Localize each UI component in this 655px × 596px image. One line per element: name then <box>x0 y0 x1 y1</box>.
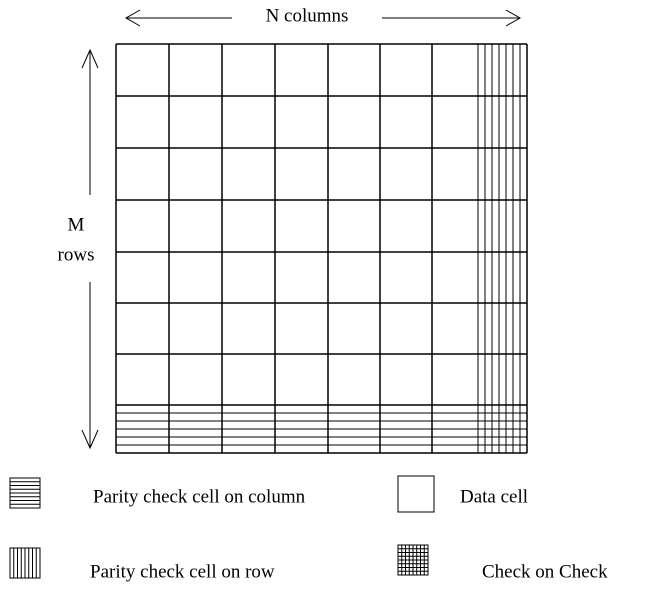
m-arrow <box>81 48 99 450</box>
n-columns-label: N columns <box>266 5 349 26</box>
legend-row-parity-icon <box>9 547 41 579</box>
matrix-grid <box>115 43 528 454</box>
legend-check-on-check-icon <box>397 544 429 576</box>
n-arrow <box>124 9 522 27</box>
legend-label: Check on Check <box>482 561 608 582</box>
m-label: M <box>68 214 85 235</box>
legend-data-cell-icon <box>397 475 435 513</box>
rows-label: rows <box>58 244 95 265</box>
legend-label: Parity check cell on column <box>93 486 306 507</box>
legend-label: Parity check cell on row <box>90 561 275 582</box>
legend-column-parity-icon <box>9 477 41 509</box>
legend-label: Data cell <box>460 486 528 507</box>
